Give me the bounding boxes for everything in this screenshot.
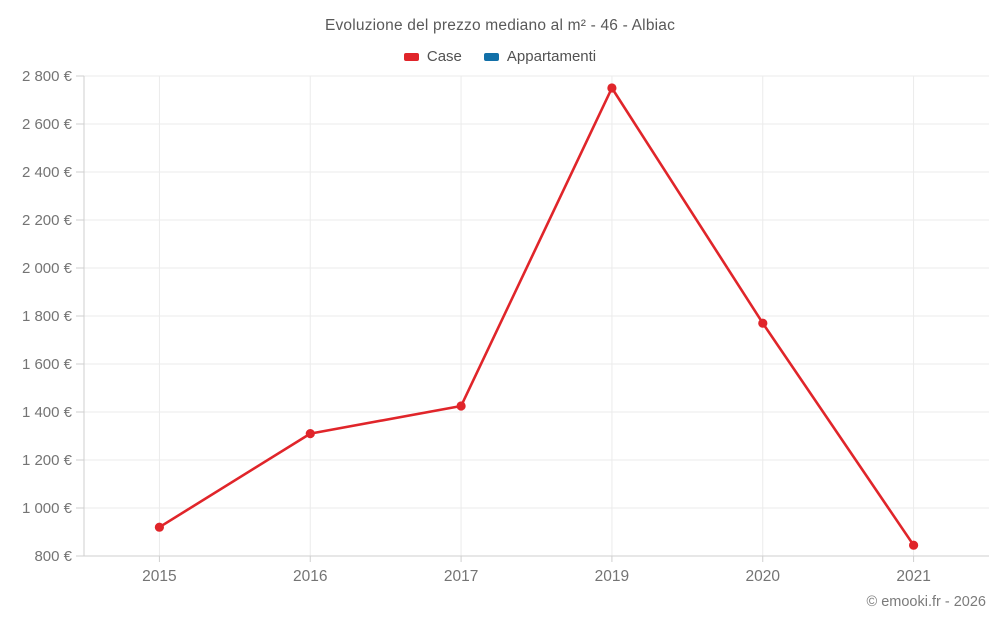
x-axis-tick-label: 2017 [444, 568, 478, 585]
legend-label: Appartamenti [506, 48, 597, 65]
y-axis-tick-label: 2 000 € [22, 260, 73, 277]
y-axis-tick-label: 1 200 € [22, 452, 73, 469]
x-axis-tick-label: 2019 [595, 568, 629, 585]
legend-swatch-icon [483, 52, 499, 61]
x-axis-tick-label: 2021 [896, 568, 930, 585]
series-line-case [158, 86, 915, 547]
y-axis-tick-label: 1 000 € [22, 500, 73, 517]
chart-title: Evoluzione del prezzo mediano al m² - 46… [324, 17, 676, 34]
y-axis-tick-label: 1 800 € [22, 308, 73, 325]
legend-item-appartamenti[interactable]: Appartamenti [483, 48, 597, 65]
x-axis-tick-label: 2015 [142, 568, 176, 585]
y-axis-tick-label: 2 400 € [22, 164, 73, 181]
y-axis-tick-label: 1 600 € [22, 356, 73, 373]
x-axis-tick-label: 2016 [293, 568, 327, 585]
data-point-case [154, 522, 164, 532]
x-axis-tick-label: 2020 [746, 568, 781, 585]
data-point-case [758, 318, 768, 328]
legend-label: Case [426, 48, 462, 65]
y-axis-tick-label: 800 € [34, 548, 72, 565]
data-point-case [456, 401, 466, 411]
legend-item-case[interactable]: Case [403, 48, 462, 65]
y-axis-tick-label: 2 800 € [22, 68, 73, 85]
y-axis-tick-label: 1 400 € [22, 404, 73, 421]
data-point-case [607, 83, 617, 93]
data-point-case [305, 429, 315, 439]
y-axis-tick-label: 2 600 € [22, 116, 73, 133]
legend-swatch-icon [403, 52, 419, 61]
y-axis-tick-label: 2 200 € [22, 212, 73, 229]
copyright-credit: © emooki.fr - 2026 [866, 594, 986, 610]
data-point-case [909, 540, 919, 550]
chart-legend: Case Appartamenti [0, 48, 1000, 65]
